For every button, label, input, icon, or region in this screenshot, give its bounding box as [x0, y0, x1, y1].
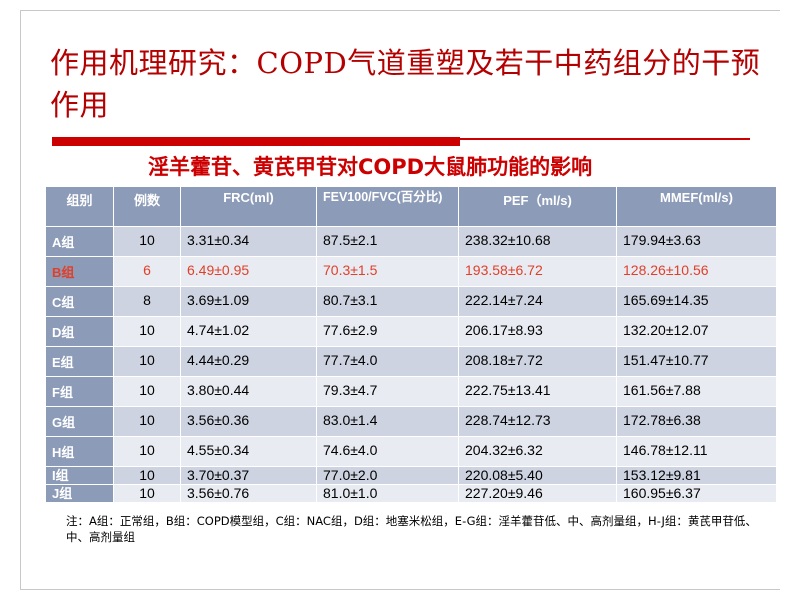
cell-group: C组 — [45, 286, 114, 317]
title-accent-bar — [52, 137, 460, 146]
cell-mmef: 172.78±6.38 — [616, 406, 777, 437]
header-frc: FRC(ml) — [180, 186, 317, 227]
cell-fev-fvc: 79.3±4.7 — [316, 376, 459, 407]
cell-mmef: 153.12±9.81 — [616, 466, 777, 485]
title-accent-line — [460, 138, 750, 140]
cell-frc: 3.69±1.09 — [180, 286, 317, 317]
header-count: 例数 — [113, 186, 181, 227]
cell-pef: 222.14±7.24 — [458, 286, 617, 317]
cell-fev-fvc: 77.0±2.0 — [316, 466, 459, 485]
cell-fev-fvc: 81.0±1.0 — [316, 484, 459, 503]
lung-function-table: 组别 例数 FRC(ml) FEV100/FVC(百分比) PEF（ml/s) … — [45, 186, 777, 503]
cell-pef: 193.58±6.72 — [458, 256, 617, 287]
cell-count: 10 — [113, 226, 181, 257]
cell-group: E组 — [45, 346, 114, 377]
cell-mmef: 128.26±10.56 — [616, 256, 777, 287]
cell-count: 10 — [113, 466, 181, 485]
cell-pef: 220.08±5.40 — [458, 466, 617, 485]
frame-top-line — [20, 10, 780, 11]
table-footnote: 注：A组：正常组，B组：COPD模型组，C组：NAC组，D组：地塞米松组，E-G… — [66, 514, 757, 544]
cell-frc: 6.49±0.95 — [180, 256, 317, 287]
table-row: H组 10 4.55±0.34 74.6±4.0 204.32±6.32 146.78±1… — [45, 436, 777, 467]
cell-fev-fvc: 74.6±4.0 — [316, 436, 459, 467]
cell-fev-fvc: 70.3±1.5 — [316, 256, 459, 287]
cell-frc: 3.56±0.76 — [180, 484, 317, 503]
cell-pef: 227.20±9.46 — [458, 484, 617, 503]
cell-count: 10 — [113, 436, 181, 467]
table-row: F组 10 3.80±0.44 79.3±4.7 222.75±13.41 161.56±… — [45, 376, 777, 407]
cell-pef: 228.74±12.73 — [458, 406, 617, 437]
table-row: E组 10 4.44±0.29 77.7±4.0 208.18±7.72 151.47±1… — [45, 346, 777, 377]
cell-pef: 222.75±13.41 — [458, 376, 617, 407]
cell-mmef: 179.94±3.63 — [616, 226, 777, 257]
header-pef: PEF（ml/s) — [458, 186, 617, 227]
table-row: I组 10 3.70±0.37 77.0±2.0 220.08±5.40 153.12±9… — [45, 466, 777, 485]
cell-frc: 3.31±0.34 — [180, 226, 317, 257]
cell-group: G组 — [45, 406, 114, 437]
cell-pef: 204.32±6.32 — [458, 436, 617, 467]
cell-count: 10 — [113, 406, 181, 437]
cell-frc: 3.56±0.36 — [180, 406, 317, 437]
frame-bottom-line — [20, 589, 780, 590]
frame-left-line — [20, 10, 21, 590]
cell-mmef: 160.95±6.37 — [616, 484, 777, 503]
cell-pef: 206.17±8.93 — [458, 316, 617, 347]
cell-frc: 3.70±0.37 — [180, 466, 317, 485]
table-row: D组 10 4.74±1.02 77.6±2.9 206.17±8.93 132.20±1… — [45, 316, 777, 347]
cell-group: F组 — [45, 376, 114, 407]
cell-frc: 4.44±0.29 — [180, 346, 317, 377]
cell-frc: 4.74±1.02 — [180, 316, 317, 347]
cell-count: 10 — [113, 376, 181, 407]
cell-group: H组 — [45, 436, 114, 467]
cell-mmef: 161.56±7.88 — [616, 376, 777, 407]
table-header-row: 组别 例数 FRC(ml) FEV100/FVC(百分比) PEF（ml/s) … — [45, 186, 777, 227]
slide-title: 作用机理研究：COPD气道重塑及若干中药组分的干预作用 — [50, 46, 761, 122]
cell-frc: 4.55±0.34 — [180, 436, 317, 467]
cell-mmef: 165.69±14.35 — [616, 286, 777, 317]
cell-mmef: 132.20±12.07 — [616, 316, 777, 347]
cell-fev-fvc: 77.6±2.9 — [316, 316, 459, 347]
table-subtitle: 淫羊藿苷、黄芪甲苷对COPD大鼠肺功能的影响 — [148, 155, 593, 179]
table-body: A组 10 3.31±0.34 87.5±2.1 238.32±10.68 179.94±… — [45, 226, 777, 503]
table-row: B组 6 6.49±0.95 70.3±1.5 193.58±6.72 128.26±10… — [45, 256, 777, 287]
table-row: A组 10 3.31±0.34 87.5±2.1 238.32±10.68 179.94±… — [45, 226, 777, 257]
cell-frc: 3.80±0.44 — [180, 376, 317, 407]
cell-count: 8 — [113, 286, 181, 317]
cell-group: J组 — [45, 484, 114, 503]
cell-group: D组 — [45, 316, 114, 347]
header-mmef: MMEF(ml/s) — [616, 186, 777, 227]
table-row: J组 10 3.56±0.76 81.0±1.0 227.20±9.46 160.95±6… — [45, 484, 777, 503]
cell-pef: 238.32±10.68 — [458, 226, 617, 257]
header-group: 组别 — [45, 186, 114, 227]
cell-fev-fvc: 80.7±3.1 — [316, 286, 459, 317]
cell-count: 10 — [113, 346, 181, 377]
cell-mmef: 146.78±12.11 — [616, 436, 777, 467]
cell-pef: 208.18±7.72 — [458, 346, 617, 377]
cell-count: 6 — [113, 256, 181, 287]
cell-count: 10 — [113, 316, 181, 347]
cell-fev-fvc: 83.0±1.4 — [316, 406, 459, 437]
table-row: G组 10 3.56±0.36 83.0±1.4 228.74±12.73 172.78±… — [45, 406, 777, 437]
cell-fev-fvc: 77.7±4.0 — [316, 346, 459, 377]
cell-group: I组 — [45, 466, 114, 485]
cell-group: A组 — [45, 226, 114, 257]
cell-mmef: 151.47±10.77 — [616, 346, 777, 377]
cell-fev-fvc: 87.5±2.1 — [316, 226, 459, 257]
table-row: C组 8 3.69±1.09 80.7±3.1 222.14±7.24 165.69±14… — [45, 286, 777, 317]
cell-group: B组 — [45, 256, 114, 287]
header-fev-fvc: FEV100/FVC(百分比) — [316, 186, 459, 227]
cell-count: 10 — [113, 484, 181, 503]
